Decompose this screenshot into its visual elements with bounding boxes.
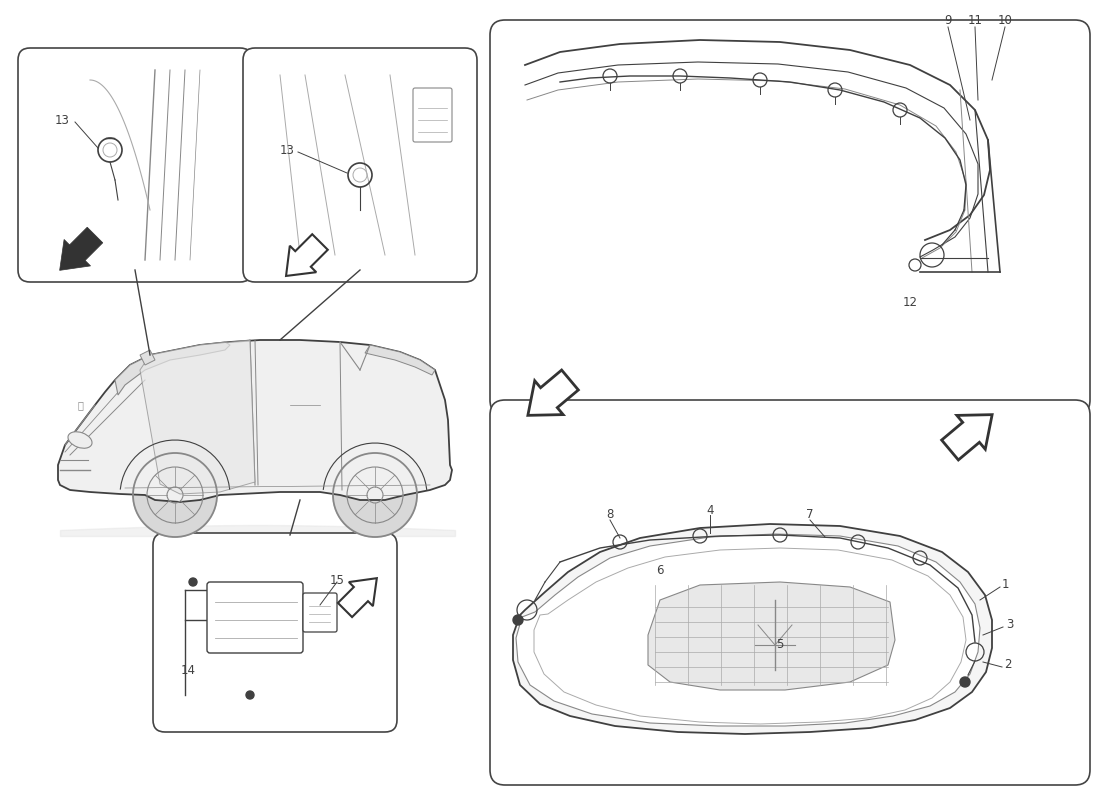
Polygon shape xyxy=(648,582,895,690)
Text: eurospares: eurospares xyxy=(704,586,896,614)
Text: 6: 6 xyxy=(657,563,663,577)
Polygon shape xyxy=(513,524,992,734)
FancyBboxPatch shape xyxy=(412,88,452,142)
Text: 13: 13 xyxy=(280,143,295,157)
FancyBboxPatch shape xyxy=(207,582,302,653)
Polygon shape xyxy=(942,414,992,460)
Polygon shape xyxy=(116,342,230,395)
FancyBboxPatch shape xyxy=(153,533,397,732)
Polygon shape xyxy=(140,350,155,365)
Text: 1: 1 xyxy=(1001,578,1009,591)
Text: 3: 3 xyxy=(1006,618,1014,631)
Text: eurospares: eurospares xyxy=(704,215,896,245)
Polygon shape xyxy=(338,578,377,617)
FancyBboxPatch shape xyxy=(490,20,1090,415)
Text: 12: 12 xyxy=(902,295,917,309)
FancyBboxPatch shape xyxy=(18,48,252,282)
Polygon shape xyxy=(365,345,435,375)
FancyBboxPatch shape xyxy=(302,593,337,632)
Polygon shape xyxy=(516,534,980,726)
Text: 11: 11 xyxy=(968,14,982,26)
Polygon shape xyxy=(59,227,102,270)
Text: 14: 14 xyxy=(180,663,196,677)
Text: 5: 5 xyxy=(777,638,783,651)
Circle shape xyxy=(333,453,417,537)
Circle shape xyxy=(513,615,522,625)
Text: 9: 9 xyxy=(944,14,952,26)
Text: 🔱: 🔱 xyxy=(77,400,82,410)
Text: 13: 13 xyxy=(55,114,70,126)
Polygon shape xyxy=(534,548,966,724)
Polygon shape xyxy=(140,340,255,494)
Circle shape xyxy=(189,578,197,586)
Circle shape xyxy=(246,691,254,699)
Text: 10: 10 xyxy=(998,14,1012,26)
Polygon shape xyxy=(58,340,452,502)
Text: 2: 2 xyxy=(1004,658,1012,671)
Circle shape xyxy=(133,453,217,537)
Text: eurospares: eurospares xyxy=(133,395,327,425)
FancyBboxPatch shape xyxy=(490,400,1090,785)
Text: 7: 7 xyxy=(806,509,814,522)
Ellipse shape xyxy=(68,432,92,448)
Polygon shape xyxy=(528,370,579,415)
FancyBboxPatch shape xyxy=(243,48,477,282)
Text: 15: 15 xyxy=(330,574,345,586)
Circle shape xyxy=(960,677,970,687)
Text: 8: 8 xyxy=(606,509,614,522)
Polygon shape xyxy=(286,234,328,276)
Text: 4: 4 xyxy=(706,503,714,517)
